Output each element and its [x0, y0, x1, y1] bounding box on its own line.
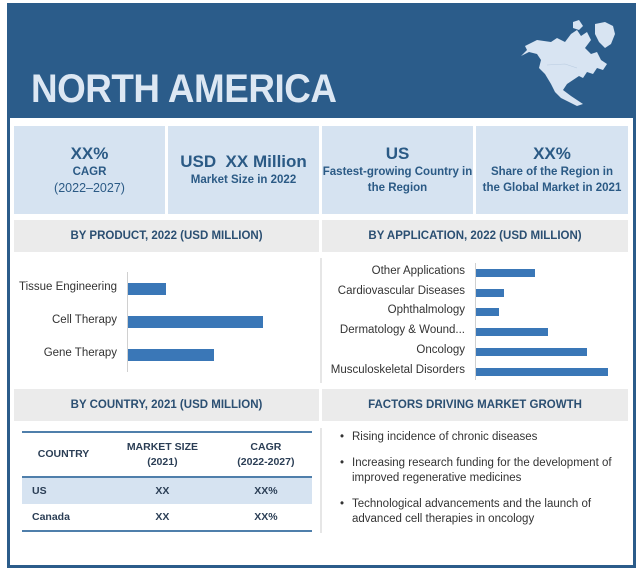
- section-factors: FACTORS DRIVING MARKET GROWTH: [322, 389, 628, 421]
- bar: [476, 347, 587, 356]
- kpi-fastest-country-label-2: the Region: [367, 182, 428, 194]
- kpi-region-share-value: XX%: [533, 144, 571, 163]
- chart-axis: [127, 272, 128, 372]
- kpi-fastest-country-value: US: [385, 144, 410, 163]
- header-banner: NORTH AMERICA: [7, 3, 636, 118]
- bar: [128, 283, 166, 295]
- bar: [128, 349, 214, 361]
- kpi-fastest-country: US Fastest-growing Country in the Region: [322, 126, 473, 214]
- kpi-cagr-label: CAGR: [72, 165, 107, 178]
- bar: [476, 308, 499, 317]
- header-cagr: CAGR (2022-2027): [237, 440, 295, 468]
- kpi-market-size: USD XX Million Market Size in 2022: [168, 126, 319, 214]
- cell-cagr: XX%: [254, 511, 278, 523]
- bar-label: Ophthalmology: [387, 304, 465, 317]
- north-america-map-icon: [521, 20, 615, 106]
- cell-market-size: XX: [155, 511, 170, 523]
- table-row: US XX XX%: [22, 477, 312, 504]
- cell-country: Canada: [32, 511, 70, 523]
- country-table: COUNTRY MARKET SIZE (2021) CAGR (2022-2027…: [22, 431, 312, 532]
- bar-label: Dermatology & Wound...: [339, 324, 465, 337]
- kpi-market-size-label: Market Size in 2022: [190, 174, 297, 186]
- header-country: COUNTRY: [37, 448, 90, 460]
- header-market-size: MARKET SIZE (2021): [126, 440, 198, 468]
- cell-market-size: XX: [105, 477, 220, 504]
- bar: [476, 269, 535, 277]
- kpi-market-size-value: USD XX Million: [180, 152, 307, 171]
- bar: [476, 328, 548, 337]
- growth-factors-list: Rising incidence of chronic diseases Inc…: [340, 430, 620, 538]
- panel-divider-top: [320, 258, 322, 383]
- bar-label: Other Applications: [371, 265, 465, 277]
- table-row: Canada XX XX%: [22, 504, 312, 531]
- bar-label: Cell Therapy: [52, 314, 117, 326]
- kpi-cagr: XX% CAGR (2022–2027): [14, 126, 165, 214]
- region-title: NORTH AMERICA: [31, 67, 337, 111]
- kpi-region-share-label-2: the Global Market in 2021: [482, 182, 622, 194]
- kpi-region-share-label-1: Share of the Region in: [490, 166, 614, 178]
- bar-label: Gene Therapy: [43, 347, 117, 359]
- kpi-region-share: XX% Share of the Region in the Global Ma…: [476, 126, 628, 214]
- bar-label: Musculoskeletal Disorders: [330, 363, 465, 376]
- cell-country: US: [22, 477, 106, 504]
- factor-item: Technological advancements and the launc…: [340, 497, 620, 527]
- bar-label: Tissue Engineering: [18, 281, 117, 293]
- bar: [128, 316, 263, 328]
- kpi-cagr-period: (2022–2027): [54, 180, 125, 195]
- bar: [476, 288, 504, 297]
- bar: [476, 367, 608, 376]
- country-table-header: COUNTRY MARKET SIZE (2021) CAGR (2022-2027…: [22, 432, 312, 477]
- factor-item: Rising incidence of chronic diseases: [340, 430, 620, 445]
- panel-divider-bottom: [320, 428, 322, 533]
- section-by-country: BY COUNTRY, 2021 (USD MILLION): [14, 389, 319, 421]
- factor-item: Increasing research funding for the deve…: [340, 456, 620, 486]
- kpi-cagr-value: XX%: [70, 143, 109, 163]
- bar-label: Cardiovascular Diseases: [337, 284, 465, 297]
- cell-cagr: XX%: [219, 477, 312, 504]
- chart-axis: [475, 263, 476, 380]
- section-by-product: BY PRODUCT, 2022 (USD MILLION): [14, 220, 319, 252]
- section-by-application: BY APPLICATION, 2022 (USD MILLION): [322, 220, 628, 252]
- kpi-fastest-country-label-1: Fastest-growing Country in: [322, 166, 473, 178]
- bar-label: Oncology: [416, 343, 465, 356]
